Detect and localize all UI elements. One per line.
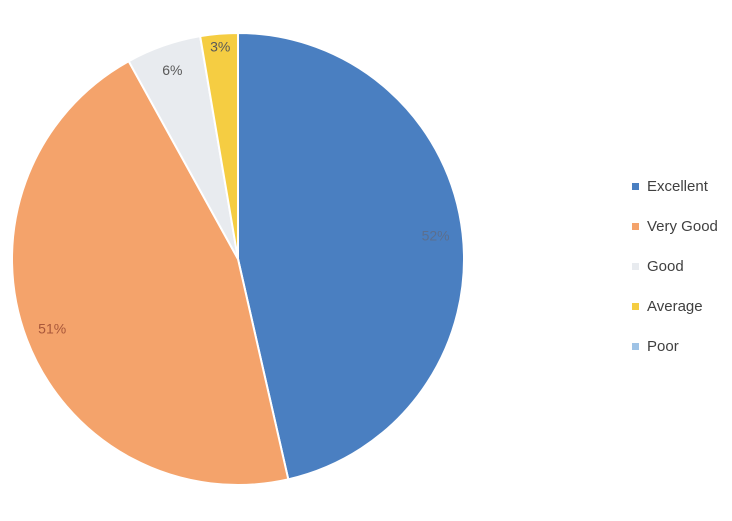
data-label-excellent: 52% xyxy=(422,227,450,243)
legend-label-excellent: Excellent xyxy=(647,177,708,195)
data-label-average: 3% xyxy=(210,38,230,54)
chart-legend: Excellent Very Good Good Average Poor xyxy=(632,166,732,366)
legend-item-excellent: Excellent xyxy=(632,166,732,206)
legend-label-poor: Poor xyxy=(647,337,679,355)
pie-slice-average xyxy=(198,31,239,260)
legend-swatch-poor xyxy=(632,342,639,350)
pie-slice-excellent xyxy=(237,31,465,481)
legend-item-average: Average xyxy=(632,286,732,326)
legend-item-very-good: Very Good xyxy=(632,206,732,246)
legend-label-very-good: Very Good xyxy=(647,217,718,235)
pie-data-labels: 52% 51% 6% 3% xyxy=(38,38,449,336)
pie-slice-very-good xyxy=(11,59,290,486)
pie-slices xyxy=(11,31,465,486)
legend-item-good: Good xyxy=(632,246,732,286)
legend-label-good: Good xyxy=(647,257,684,275)
legend-swatch-excellent xyxy=(632,182,639,190)
legend-label-average: Average xyxy=(647,297,703,315)
legend-swatch-very-good xyxy=(632,222,639,230)
data-label-very-good: 51% xyxy=(38,321,66,337)
legend-swatch-average xyxy=(632,302,639,310)
legend-swatch-good xyxy=(632,262,639,270)
legend-item-poor: Poor xyxy=(632,326,732,366)
data-label-good: 6% xyxy=(162,62,182,78)
